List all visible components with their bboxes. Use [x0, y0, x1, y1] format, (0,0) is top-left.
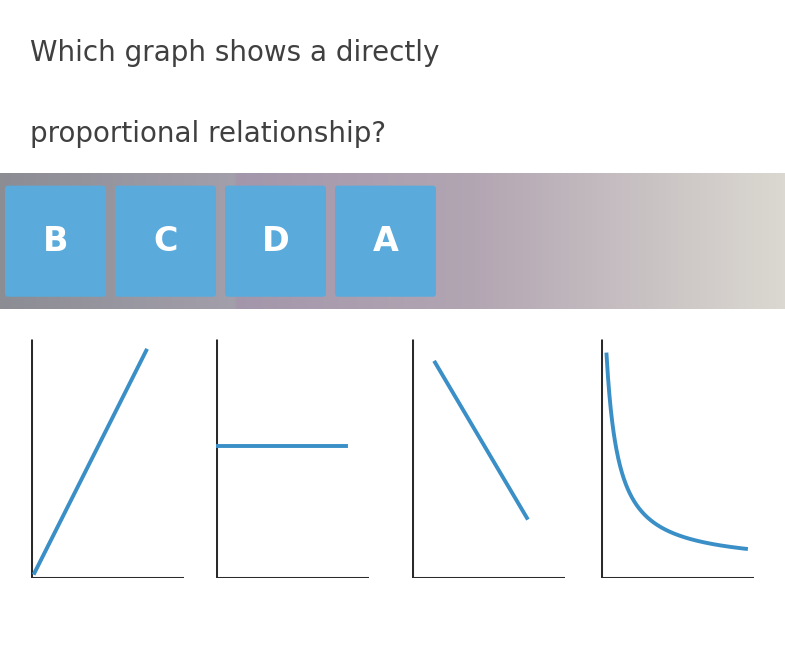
Text: A: A [373, 224, 399, 258]
Text: D: D [261, 224, 290, 258]
Text: Which graph shows a directly: Which graph shows a directly [30, 39, 439, 66]
FancyBboxPatch shape [225, 186, 326, 297]
Text: B: B [232, 618, 246, 636]
FancyBboxPatch shape [5, 186, 106, 297]
FancyBboxPatch shape [115, 186, 216, 297]
Text: C: C [429, 618, 441, 636]
Text: proportional relationship?: proportional relationship? [30, 120, 386, 147]
FancyBboxPatch shape [335, 186, 436, 297]
Text: D: D [615, 618, 631, 636]
Text: B: B [42, 224, 68, 258]
Text: C: C [153, 224, 177, 258]
Text: A: A [47, 618, 61, 636]
